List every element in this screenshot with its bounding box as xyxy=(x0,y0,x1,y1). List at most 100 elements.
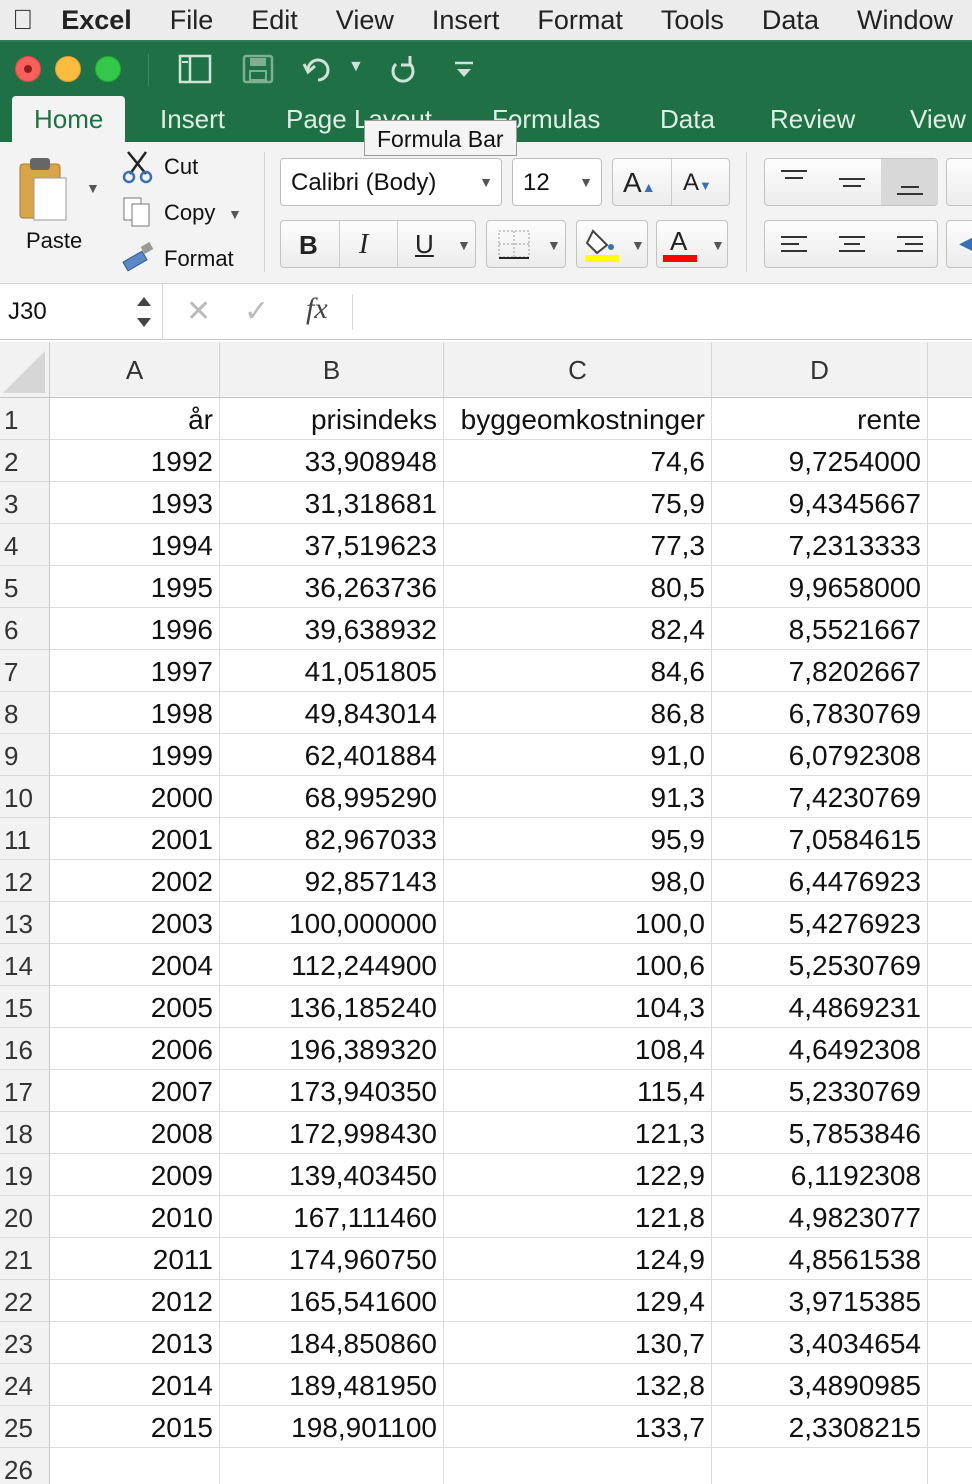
spreadsheet-grid[interactable]: A B C D 1 år prisindeks byggeomkostninger rente 2… xyxy=(0,342,972,1484)
cell-e8[interactable] xyxy=(928,692,972,734)
row-header[interactable]: 6 xyxy=(0,608,50,650)
cell-a10[interactable]: 2000 xyxy=(50,776,220,818)
cell-a1[interactable]: år xyxy=(50,398,220,440)
cell-a24[interactable]: 2014 xyxy=(50,1364,220,1406)
cell-e22[interactable] xyxy=(928,1280,972,1322)
row-header[interactable]: 19 xyxy=(0,1154,50,1196)
row-header[interactable]: 20 xyxy=(0,1196,50,1238)
cell-d10[interactable]: 7,4230769 xyxy=(712,776,928,818)
decrease-indent-button[interactable]: ◀ xyxy=(946,220,972,268)
row-header[interactable]: 10 xyxy=(0,776,50,818)
menu-view[interactable]: View xyxy=(335,4,394,35)
cell-a14[interactable]: 2004 xyxy=(50,944,220,986)
apple-logo-icon[interactable]:  xyxy=(0,4,45,36)
cell-c4[interactable]: 77,3 xyxy=(444,524,712,566)
cell-c5[interactable]: 80,5 xyxy=(444,566,712,608)
column-header-b[interactable]: B xyxy=(220,342,444,398)
cell-b6[interactable]: 39,638932 xyxy=(220,608,444,650)
minimize-window-button[interactable] xyxy=(55,56,81,82)
cell-c23[interactable]: 130,7 xyxy=(444,1322,712,1364)
cell-d3[interactable]: 9,4345667 xyxy=(712,482,928,524)
undo-icon[interactable] xyxy=(302,56,338,84)
row-header[interactable]: 23 xyxy=(0,1322,50,1364)
borders-dropdown-icon[interactable]: ▼ xyxy=(547,237,561,253)
cell-a12[interactable]: 2002 xyxy=(50,860,220,902)
cell-d14[interactable]: 5,2530769 xyxy=(712,944,928,986)
row-header[interactable]: 4 xyxy=(0,524,50,566)
bold-button[interactable]: B xyxy=(299,230,318,260)
cell-e15[interactable] xyxy=(928,986,972,1028)
cell-a8[interactable]: 1998 xyxy=(50,692,220,734)
tab-insert[interactable]: Insert xyxy=(160,104,226,134)
cell-a16[interactable]: 2006 xyxy=(50,1028,220,1070)
cell-a25[interactable]: 2015 xyxy=(50,1406,220,1448)
cell-c13[interactable]: 100,0 xyxy=(444,902,712,944)
row-header[interactable]: 1 xyxy=(0,398,50,440)
cell-b16[interactable]: 196,389320 xyxy=(220,1028,444,1070)
cell-a3[interactable]: 1993 xyxy=(50,482,220,524)
cell-e3[interactable] xyxy=(928,482,972,524)
underline-button[interactable]: U xyxy=(415,229,434,259)
cell-b24[interactable]: 189,481950 xyxy=(220,1364,444,1406)
row-header[interactable]: 13 xyxy=(0,902,50,944)
column-header-a[interactable]: A xyxy=(50,342,220,398)
paste-dropdown-icon[interactable]: ▼ xyxy=(86,180,100,196)
cell-d19[interactable]: 6,1192308 xyxy=(712,1154,928,1196)
cell-e1[interactable] xyxy=(928,398,972,440)
cell-b26[interactable] xyxy=(220,1448,444,1484)
cell-c21[interactable]: 124,9 xyxy=(444,1238,712,1280)
zoom-window-button[interactable] xyxy=(95,56,121,82)
row-header[interactable]: 9 xyxy=(0,734,50,776)
column-header-e[interactable] xyxy=(928,342,972,398)
cell-e9[interactable] xyxy=(928,734,972,776)
row-header[interactable]: 24 xyxy=(0,1364,50,1406)
cell-e13[interactable] xyxy=(928,902,972,944)
cell-d7[interactable]: 7,8202667 xyxy=(712,650,928,692)
menu-insert[interactable]: Insert xyxy=(431,4,500,35)
cell-d2[interactable]: 9,7254000 xyxy=(712,440,928,482)
cell-b4[interactable]: 37,519623 xyxy=(220,524,444,566)
align-center-icon[interactable] xyxy=(837,229,867,259)
cell-c6[interactable]: 82,4 xyxy=(444,608,712,650)
cell-a13[interactable]: 2003 xyxy=(50,902,220,944)
cell-c1[interactable]: byggeomkostninger xyxy=(444,398,712,440)
cell-e10[interactable] xyxy=(928,776,972,818)
cell-e4[interactable] xyxy=(928,524,972,566)
align-left-icon[interactable] xyxy=(779,229,809,259)
borders-button[interactable]: ▼ xyxy=(486,220,566,268)
cell-e19[interactable] xyxy=(928,1154,972,1196)
decrease-font-size-icon[interactable]: A▼ xyxy=(683,169,712,196)
cell-e23[interactable] xyxy=(928,1322,972,1364)
cell-c24[interactable]: 132,8 xyxy=(444,1364,712,1406)
format-painter-label[interactable]: Format xyxy=(164,246,234,271)
cell-b15[interactable]: 136,185240 xyxy=(220,986,444,1028)
cell-c9[interactable]: 91,0 xyxy=(444,734,712,776)
cell-e6[interactable] xyxy=(928,608,972,650)
cell-c15[interactable]: 104,3 xyxy=(444,986,712,1028)
cell-a26[interactable] xyxy=(50,1448,220,1484)
cell-e18[interactable] xyxy=(928,1112,972,1154)
align-right-icon[interactable] xyxy=(895,229,925,259)
align-top-icon[interactable] xyxy=(779,167,809,197)
cell-b20[interactable]: 167,111460 xyxy=(220,1196,444,1238)
cell-b13[interactable]: 100,000000 xyxy=(220,902,444,944)
menu-tools[interactable]: Tools xyxy=(660,4,724,35)
cell-d26[interactable] xyxy=(712,1448,928,1484)
cell-b5[interactable]: 36,263736 xyxy=(220,566,444,608)
cell-d25[interactable]: 2,3308215 xyxy=(712,1406,928,1448)
font-name-select[interactable]: Calibri (Body) ▼ xyxy=(280,158,502,206)
copy-icon[interactable] xyxy=(122,196,152,228)
underline-dropdown-icon[interactable]: ▼ xyxy=(457,237,471,253)
cell-c16[interactable]: 108,4 xyxy=(444,1028,712,1070)
cell-e12[interactable] xyxy=(928,860,972,902)
cell-e21[interactable] xyxy=(928,1238,972,1280)
customize-toolbar-icon[interactable] xyxy=(452,60,476,80)
column-header-c[interactable]: C xyxy=(444,342,712,398)
cell-c7[interactable]: 84,6 xyxy=(444,650,712,692)
cell-b3[interactable]: 31,318681 xyxy=(220,482,444,524)
cell-a18[interactable]: 2008 xyxy=(50,1112,220,1154)
cell-d21[interactable]: 4,8561538 xyxy=(712,1238,928,1280)
row-header[interactable]: 25 xyxy=(0,1406,50,1448)
cell-a7[interactable]: 1997 xyxy=(50,650,220,692)
redo-icon[interactable] xyxy=(388,54,418,86)
